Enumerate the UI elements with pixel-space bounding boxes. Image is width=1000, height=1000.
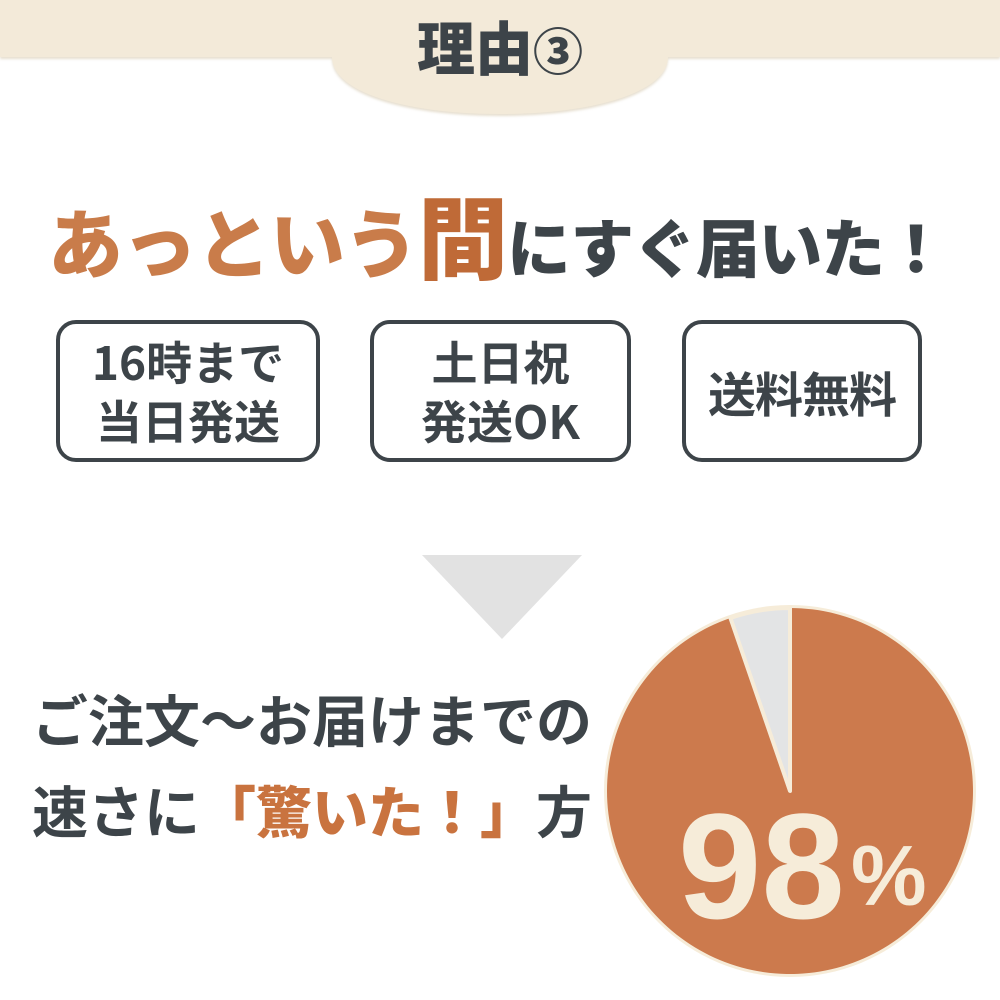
svg-text:98: 98 xyxy=(678,782,845,950)
svg-text:%: % xyxy=(851,829,927,924)
